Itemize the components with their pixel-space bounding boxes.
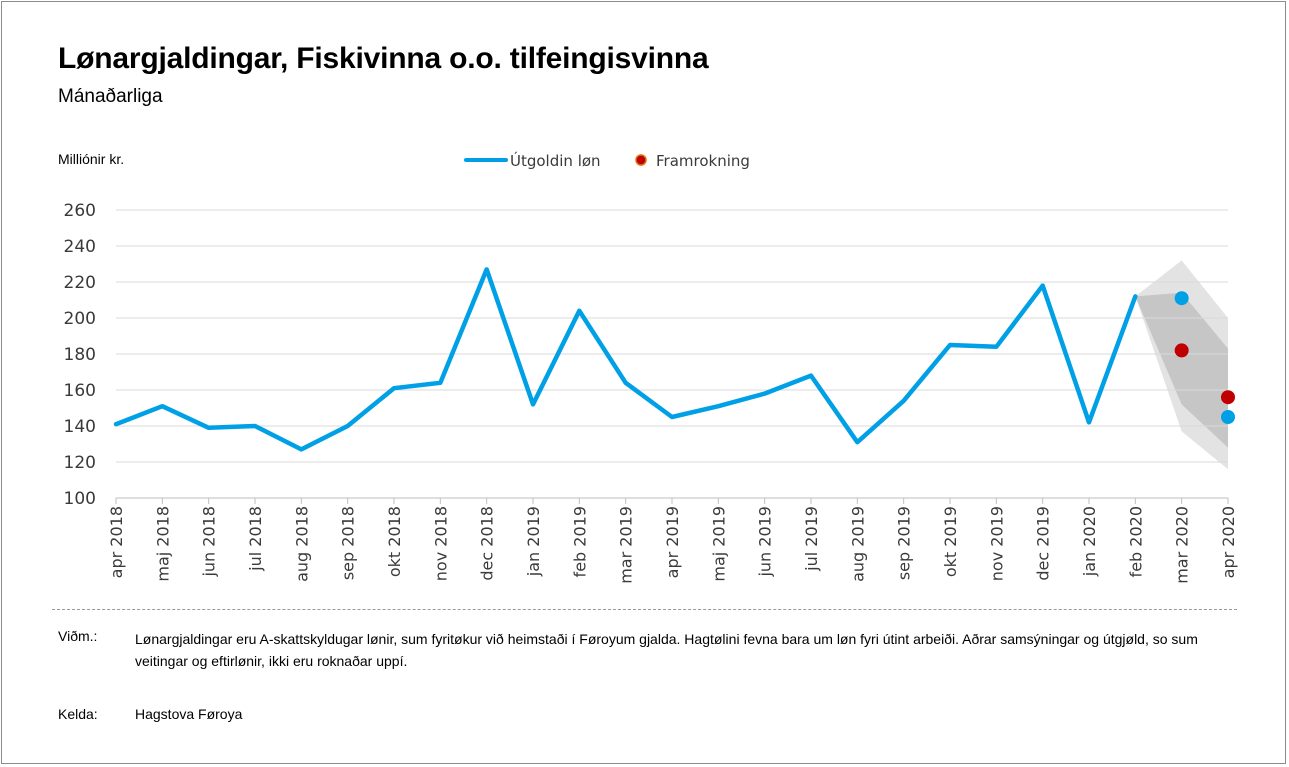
x-tick-labels: apr 2018 maj 2018 jun 2018 jul 2018 aug 2018…: [107, 506, 1238, 584]
x-tick-label: okt 2018: [385, 506, 404, 577]
note-text: Lønargjaldingar eru A-skattskyldugar løn…: [135, 631, 1198, 669]
x-tick-label: dec 2019: [1034, 506, 1053, 581]
x-tick-label: jan 2019: [524, 506, 543, 577]
x-tick-label: feb 2020: [1126, 506, 1145, 577]
x-tick-label: aug 2018: [292, 506, 311, 582]
x-tick-label: sep 2018: [339, 506, 358, 580]
y-axis: 100 120 140 160 180 200 220 240 260: [64, 201, 96, 509]
x-tick-label: apr 2020: [1219, 506, 1238, 578]
x-tick-label: maj 2019: [709, 506, 728, 582]
y-tick-label: 220: [64, 273, 96, 293]
x-tick-label: sep 2019: [895, 506, 914, 580]
note-label: Viðm.:: [58, 628, 98, 644]
legend-label-framrokning: Framrokning: [656, 152, 750, 170]
forecast-fan: [1135, 260, 1228, 470]
footer-divider: [52, 609, 1237, 610]
y-tick-label: 120: [64, 453, 96, 473]
gridlines: [116, 209, 1228, 463]
fan-band-1: [1135, 292, 1228, 448]
y-tick-label: 100: [64, 489, 96, 509]
x-tick-label: jul 2018: [246, 506, 265, 572]
x-tick-label: mar 2019: [617, 506, 636, 584]
x-tick-label: mar 2020: [1173, 506, 1192, 584]
series-line-utgoldin-lon: [113, 267, 1138, 452]
y-tick-label: 180: [64, 345, 96, 365]
x-tick-label: aug 2019: [848, 506, 867, 582]
data-point-framrokning: [1174, 343, 1189, 358]
x-axis: [115, 497, 1229, 504]
data-point-utgoldin-lon: [1174, 291, 1189, 306]
x-tick-label: nov 2018: [431, 506, 450, 581]
chart-subtitle: Mánaðarliga: [58, 86, 163, 107]
x-tick-label: dec 2018: [478, 506, 497, 581]
legend-label-utgoldin-lon: Útgoldin løn: [510, 151, 601, 170]
legend-dot-swatch: [635, 154, 647, 166]
x-tick-label: jun 2019: [756, 506, 775, 578]
x-tick-label: jul 2019: [802, 506, 821, 572]
line-chart: 100 120 140 160 180 200 220 240 260 apr 2018 maj …: [64, 151, 1238, 584]
y-axis-label: Milliónir kr.: [58, 151, 125, 167]
legend: Útgoldin løn Framrokning: [464, 151, 750, 170]
series: [113, 267, 1235, 452]
x-tick-label: okt 2019: [941, 506, 960, 577]
y-tick-label: 200: [64, 309, 96, 329]
x-tick-label: maj 2018: [153, 506, 172, 582]
y-tick-label: 240: [64, 237, 96, 257]
data-point-framrokning: [1221, 390, 1235, 405]
y-tick-label: 260: [64, 201, 96, 221]
source-text: Hagstova Føroya: [135, 706, 243, 722]
x-tick-label: jan 2020: [1080, 506, 1099, 577]
source-label: Kelda:: [58, 706, 98, 722]
data-point-utgoldin-lon: [1221, 410, 1235, 424]
y-tick-label: 140: [64, 417, 96, 437]
x-tick-label: jun 2018: [200, 506, 219, 578]
x-tick-label: feb 2019: [570, 506, 589, 577]
x-tick-label: nov 2019: [987, 506, 1006, 581]
chart-title: Lønargjaldingar, Fiskivinna o.o. tilfein…: [58, 42, 709, 75]
x-tick-label: apr 2018: [107, 506, 126, 578]
y-tick-label: 160: [64, 381, 96, 401]
x-tick-label: apr 2019: [663, 506, 682, 578]
